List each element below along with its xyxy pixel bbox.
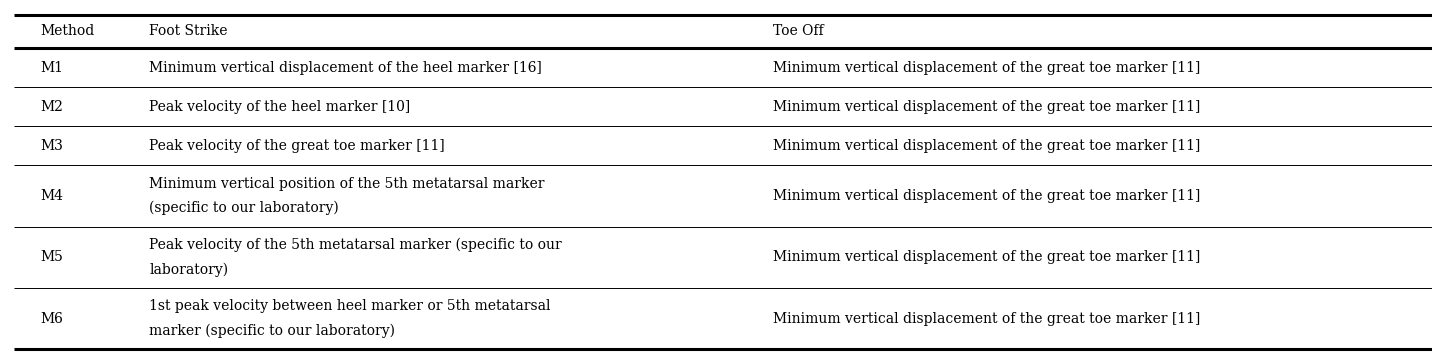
Text: M4: M4 xyxy=(40,189,64,203)
Text: 1st peak velocity between heel marker or 5th metatarsal: 1st peak velocity between heel marker or… xyxy=(149,299,551,313)
Text: Minimum vertical displacement of the great toe marker [11]: Minimum vertical displacement of the gre… xyxy=(772,139,1200,153)
Text: Minimum vertical displacement of the great toe marker [11]: Minimum vertical displacement of the gre… xyxy=(772,312,1200,326)
Text: Toe Off: Toe Off xyxy=(772,24,823,39)
Text: M6: M6 xyxy=(40,312,62,326)
Text: Method: Method xyxy=(40,24,94,39)
Text: Minimum vertical position of the 5th metatarsal marker: Minimum vertical position of the 5th met… xyxy=(149,177,545,191)
Text: Peak velocity of the heel marker [10]: Peak velocity of the heel marker [10] xyxy=(149,100,411,114)
Text: Minimum vertical displacement of the great toe marker [11]: Minimum vertical displacement of the gre… xyxy=(772,250,1200,264)
Text: Minimum vertical displacement of the heel marker [16]: Minimum vertical displacement of the hee… xyxy=(149,61,542,75)
Text: Foot Strike: Foot Strike xyxy=(149,24,227,39)
Text: Minimum vertical displacement of the great toe marker [11]: Minimum vertical displacement of the gre… xyxy=(772,61,1200,75)
Text: laboratory): laboratory) xyxy=(149,262,228,277)
Text: M3: M3 xyxy=(40,139,62,153)
Text: marker (specific to our laboratory): marker (specific to our laboratory) xyxy=(149,324,395,338)
Text: (specific to our laboratory): (specific to our laboratory) xyxy=(149,201,338,215)
Text: Peak velocity of the 5th metatarsal marker (specific to our: Peak velocity of the 5th metatarsal mark… xyxy=(149,238,562,252)
Text: M1: M1 xyxy=(40,61,64,75)
Text: Minimum vertical displacement of the great toe marker [11]: Minimum vertical displacement of the gre… xyxy=(772,100,1200,114)
Text: Minimum vertical displacement of the great toe marker [11]: Minimum vertical displacement of the gre… xyxy=(772,189,1200,203)
Text: M5: M5 xyxy=(40,250,62,264)
Text: M2: M2 xyxy=(40,100,62,114)
Text: Peak velocity of the great toe marker [11]: Peak velocity of the great toe marker [1… xyxy=(149,139,445,153)
